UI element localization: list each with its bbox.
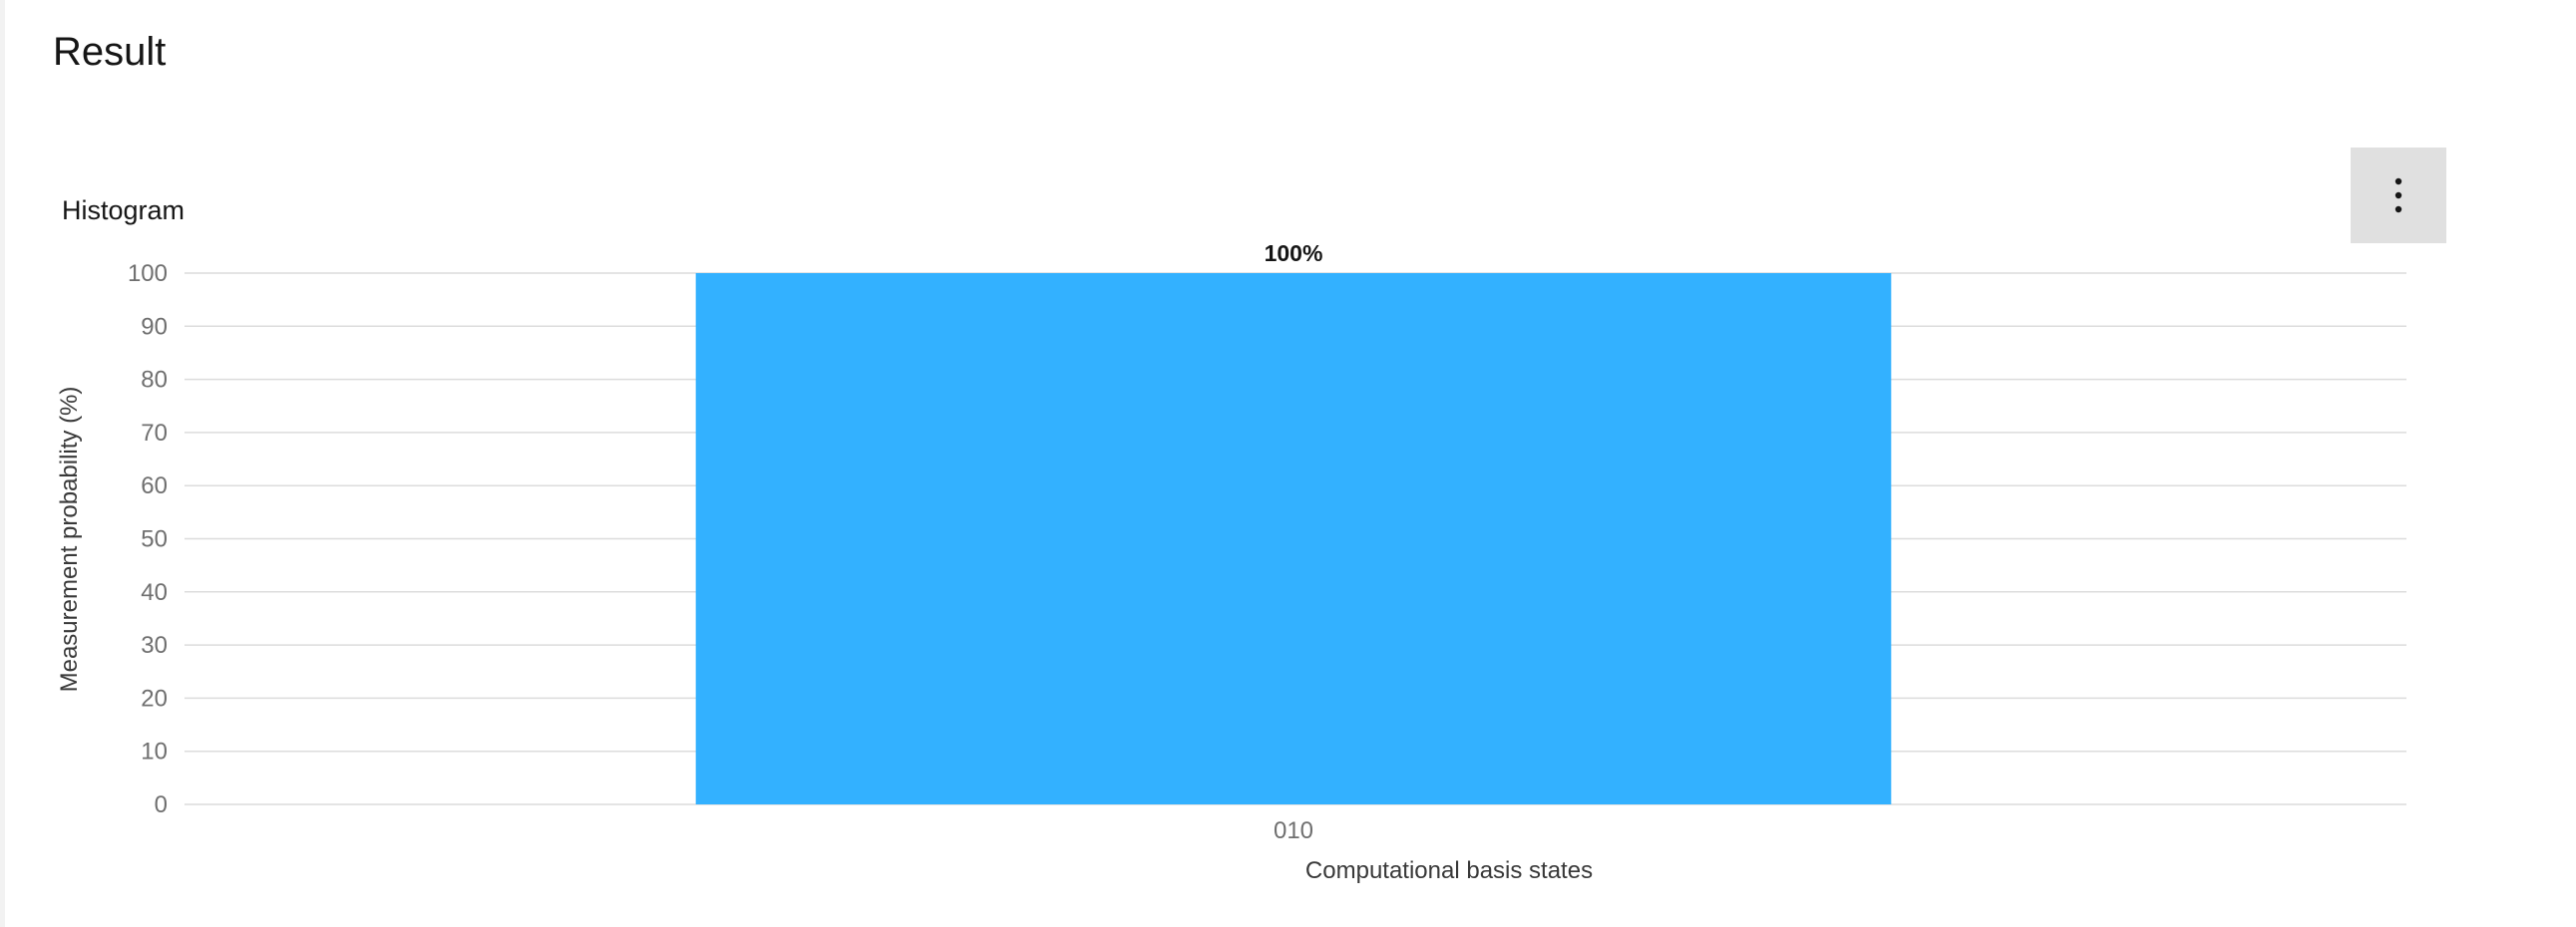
y-tick-label: 50 <box>141 526 168 553</box>
y-tick-label: 80 <box>141 367 168 394</box>
y-tick-label: 40 <box>141 579 168 606</box>
histogram-bar <box>695 273 1892 804</box>
page-title: Result <box>53 30 167 74</box>
y-tick-label: 100 <box>128 260 168 287</box>
x-axis-title: Computational basis states <box>1305 857 1593 884</box>
y-tick-label: 70 <box>141 420 168 447</box>
overflow-menu-vertical-icon <box>2394 177 2402 213</box>
y-tick-label: 60 <box>141 472 168 499</box>
y-axis-title: Measurement probability (%) <box>56 387 83 693</box>
chart-title: Histogram <box>62 195 185 225</box>
y-tick-label: 90 <box>141 313 168 340</box>
y-tick-label: 20 <box>141 685 168 712</box>
y-tick-label: 30 <box>141 632 168 659</box>
y-tick-label: 10 <box>141 739 168 766</box>
left-divider <box>0 0 5 927</box>
bar-value-label: 100% <box>1265 240 1323 266</box>
x-tick-label: 010 <box>1274 817 1313 844</box>
overflow-menu-button[interactable] <box>2351 148 2446 243</box>
y-tick-label: 0 <box>155 791 168 818</box>
